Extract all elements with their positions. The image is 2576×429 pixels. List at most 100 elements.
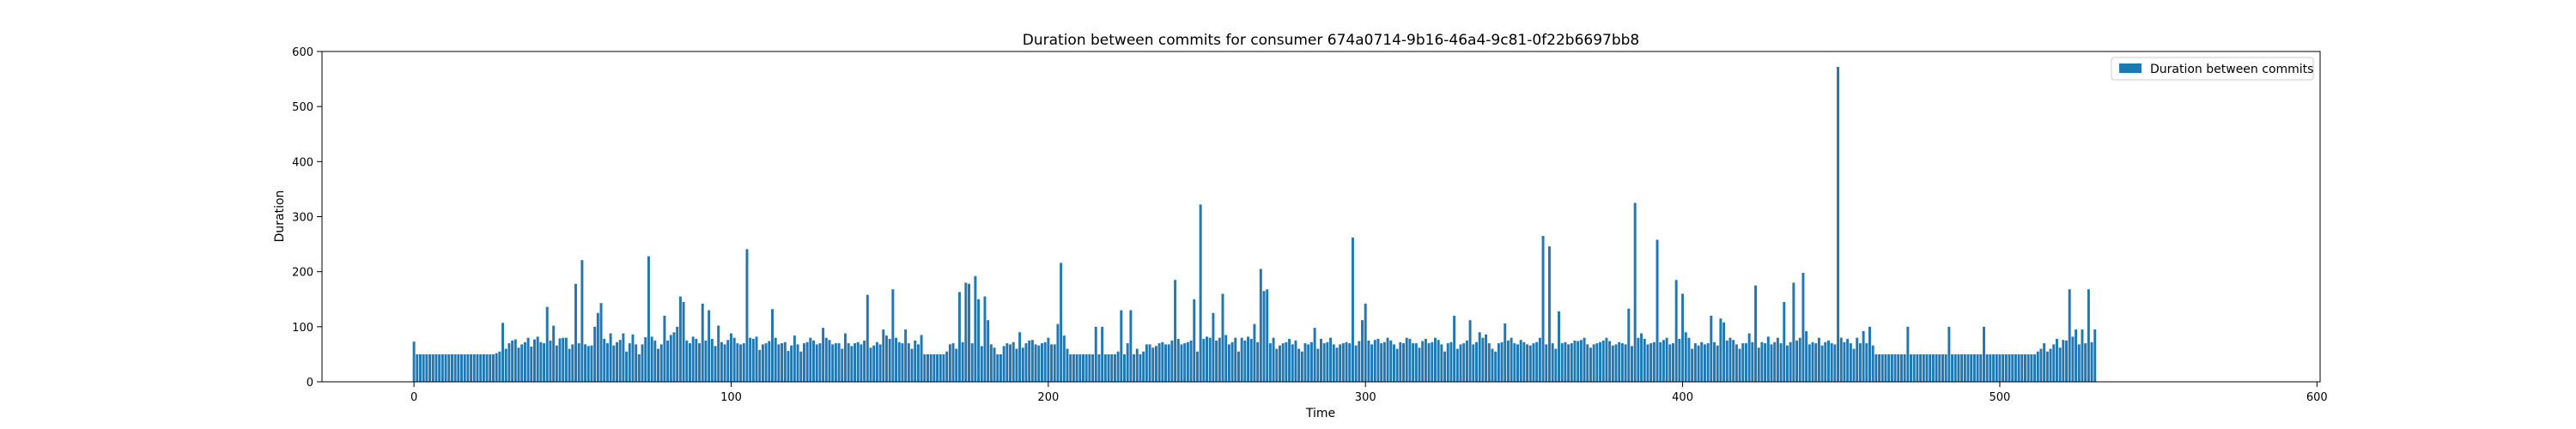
bar [1633,202,1637,382]
bar [708,310,711,382]
bar [599,303,603,382]
bar [1970,353,1973,382]
bar [996,353,999,382]
bar [676,326,679,382]
bar [1012,341,1015,382]
bar [1320,338,1322,382]
bar [1560,343,1564,382]
bar [828,340,831,382]
bar [1646,344,1649,382]
bar [580,260,584,382]
bar [1910,353,1912,382]
bar [939,353,942,382]
bar [1462,343,1466,382]
bar [923,353,927,382]
bar [653,340,657,383]
bar [1611,345,1614,382]
bar [1183,343,1187,382]
bar [1833,344,1837,382]
bar [1732,340,1735,382]
y-tick-label: 500 [292,101,313,114]
bar [904,329,908,382]
bar [1440,344,1443,382]
bar [1856,337,1859,382]
bar [771,309,774,382]
bar [1339,344,1342,382]
bar [1801,272,1805,382]
bar [412,341,416,382]
bar [1212,312,1215,382]
bar [431,353,434,382]
bar [1288,338,1291,382]
bar [878,344,882,382]
bar [543,343,546,382]
bar [758,349,762,382]
bar [783,341,787,382]
bar [539,341,543,382]
bar [1506,340,1510,383]
bar [1281,343,1285,382]
bar [1751,341,1754,382]
bar [590,345,593,382]
bar [1443,351,1447,382]
bar [726,340,730,382]
bar [1126,343,1129,382]
bar [564,337,568,382]
bar [1747,333,1751,382]
bar [1697,345,1700,382]
bar [1129,310,1133,382]
bar [1459,344,1462,382]
bar [1234,337,1237,382]
plot-frame [321,51,2321,383]
bar [571,344,574,382]
bar [1164,344,1167,382]
bar [501,323,505,382]
bar [1551,343,1554,382]
bar [1513,343,1516,382]
bar [685,340,689,383]
bar [1929,353,1932,382]
bar [1341,343,1345,382]
bar [1491,348,1494,382]
bar [856,341,860,382]
bar [1455,348,1459,382]
bar [701,303,704,382]
bar [920,335,923,382]
bar [1735,344,1738,382]
bar [1002,346,1005,382]
bar [1354,345,1358,382]
bar [1449,341,1453,382]
bar [1021,347,1024,382]
legend: Duration between commits [2111,57,2314,81]
bar [1072,353,1075,382]
bar [1674,280,1678,382]
x-tick-label: 200 [1037,391,1059,404]
bar [1069,353,1072,382]
bar [1922,353,1925,382]
bar [450,353,453,382]
bar [869,347,872,382]
bar [1279,345,1281,382]
bar [1764,343,1767,382]
bar [1953,353,1957,382]
bar [1545,344,1548,382]
bar [790,345,793,382]
y-tick-label: 300 [292,212,313,225]
bar [1195,351,1199,382]
bar [1627,308,1631,382]
bar [710,338,714,382]
bar [751,338,755,382]
bar [1589,347,1592,382]
bar [1637,337,1640,382]
bar [1053,344,1056,382]
bar [745,249,749,382]
bars-group [412,66,2097,383]
bar [1249,338,1253,382]
bar [628,343,631,382]
bar [1820,345,1824,382]
bar [2017,353,2020,382]
bar [1024,343,1028,382]
bar [787,351,790,382]
bar [854,343,857,382]
bar [927,353,929,382]
